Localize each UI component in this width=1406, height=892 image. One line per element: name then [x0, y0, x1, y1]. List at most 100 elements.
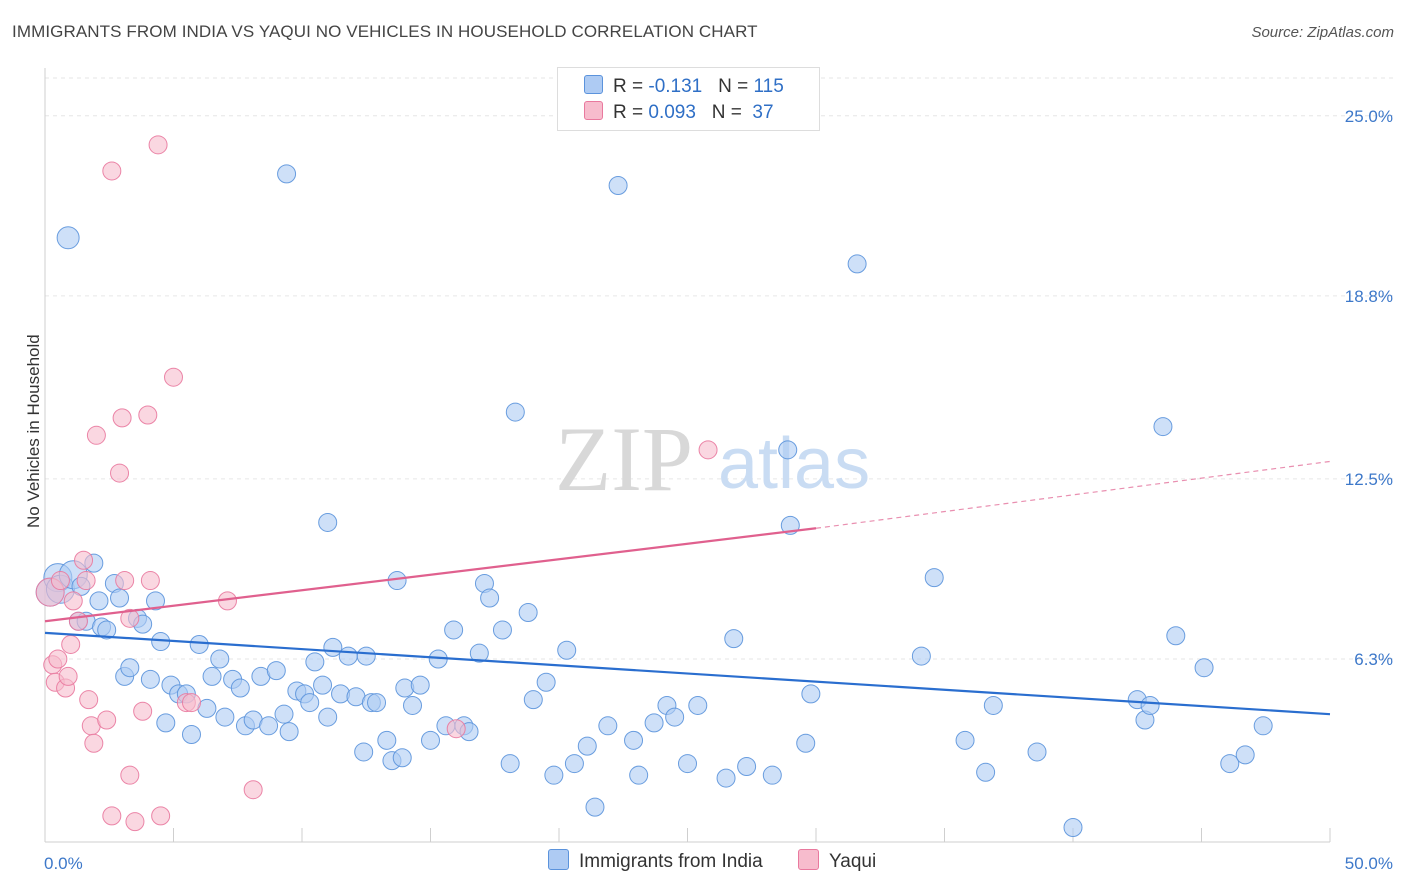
x-tick-label: 50.0%: [1345, 854, 1393, 873]
india-point: [796, 733, 816, 753]
yaqui-point: [125, 812, 145, 832]
india-point: [421, 730, 440, 750]
india-point: [577, 736, 597, 756]
india-point: [665, 707, 685, 727]
india-point: [395, 678, 415, 698]
india-point: [500, 754, 520, 774]
yaqui-point: [110, 463, 130, 483]
legend-r-value: -0.131: [648, 76, 703, 97]
india-point: [313, 675, 333, 695]
india-point: [544, 765, 564, 785]
india-point: [608, 175, 628, 195]
legend-label-india: Immigrants from India: [579, 851, 763, 872]
legend-swatch-india: [584, 75, 603, 95]
yaqui-point: [140, 571, 160, 591]
india-point: [557, 640, 577, 660]
yaqui-point: [50, 571, 70, 591]
india-point: [97, 620, 117, 640]
yaqui-point: [86, 425, 106, 445]
india-point: [266, 661, 286, 681]
yaqui-point: [79, 690, 99, 710]
india-point: [536, 672, 556, 692]
legend-n-label: N =: [718, 76, 754, 97]
india-point: [279, 722, 299, 742]
yaqui-point: [84, 733, 104, 753]
x-tick-label: 0.0%: [44, 854, 83, 873]
axes: [44, 68, 1331, 843]
india-point: [356, 646, 376, 666]
yaqui-point: [63, 591, 83, 611]
india-point: [505, 402, 525, 422]
yaqui-point: [97, 710, 117, 730]
y-tick-label: 18.8%: [1345, 287, 1393, 306]
yaqui-point: [120, 765, 140, 785]
yaqui-point: [76, 571, 96, 591]
india-point: [89, 591, 109, 611]
y-tick-label: 25.0%: [1345, 107, 1393, 126]
legend-r-label: R =: [613, 76, 649, 97]
chart-title: IMMIGRANTS FROM INDIA VS YAQUI NO VEHICL…: [12, 22, 758, 41]
yaqui-points: [35, 135, 718, 832]
india-point: [354, 742, 374, 762]
india-point: [140, 669, 160, 689]
india-point: [678, 754, 697, 774]
india-point: [523, 690, 543, 710]
legend-r-label: R =: [613, 102, 649, 123]
yaqui-point: [112, 408, 132, 428]
yaqui-point: [181, 693, 201, 713]
india-point: [1220, 754, 1240, 774]
india-point: [392, 748, 412, 768]
india-point: [480, 588, 500, 608]
india-point: [585, 797, 605, 817]
legend-swatch-yaqui: [798, 849, 820, 871]
watermark-atlas: atlas: [718, 424, 870, 504]
yaqui-point: [243, 780, 263, 800]
india-point: [983, 695, 1003, 715]
india-point: [300, 693, 320, 713]
india-point: [1027, 742, 1047, 762]
y-tick-label: 12.5%: [1345, 470, 1393, 489]
yaqui-point: [58, 666, 78, 686]
india-trend-line: [44, 631, 1331, 716]
legend-row-india: R = -0.131 N = 115: [584, 75, 784, 100]
legend-n-value: 37: [747, 102, 774, 123]
yaqui-point: [48, 649, 68, 669]
legend-item-yaqui: Yaqui: [798, 849, 876, 873]
yaqui-point: [151, 806, 171, 826]
yaqui-point: [138, 405, 158, 425]
yaqui-point: [102, 806, 122, 826]
india-point: [202, 666, 222, 686]
india-point: [1153, 417, 1173, 437]
india-point: [624, 730, 644, 750]
india-point: [1140, 695, 1160, 715]
yaqui-point: [68, 611, 88, 631]
india-point: [492, 620, 512, 640]
yaqui-point: [698, 440, 718, 460]
india-point: [318, 707, 338, 727]
yaqui-point: [164, 367, 183, 387]
india-point: [847, 254, 867, 274]
india-point: [518, 603, 538, 623]
india-point: [564, 754, 584, 774]
india-point: [1253, 716, 1273, 736]
india-point: [403, 695, 423, 715]
yaqui-point: [133, 701, 153, 721]
trend-lines: [44, 460, 1331, 716]
india-point: [598, 716, 618, 736]
india-point: [338, 646, 358, 666]
gridlines: [45, 77, 1395, 660]
india-point: [318, 512, 338, 532]
legend-swatch-india: [548, 849, 569, 871]
legend-swatch-yaqui: [584, 101, 603, 121]
india-point: [629, 765, 649, 785]
india-point: [215, 707, 235, 727]
yaqui-point: [148, 135, 168, 155]
watermark-zip: ZIP: [555, 408, 693, 510]
y-tick-label: 6.3%: [1354, 650, 1393, 669]
india-point: [189, 634, 209, 654]
india-point: [924, 568, 944, 588]
series-legend: Immigrants from India Yaqui: [548, 849, 906, 873]
india-point: [955, 730, 975, 750]
india-point: [146, 591, 166, 611]
